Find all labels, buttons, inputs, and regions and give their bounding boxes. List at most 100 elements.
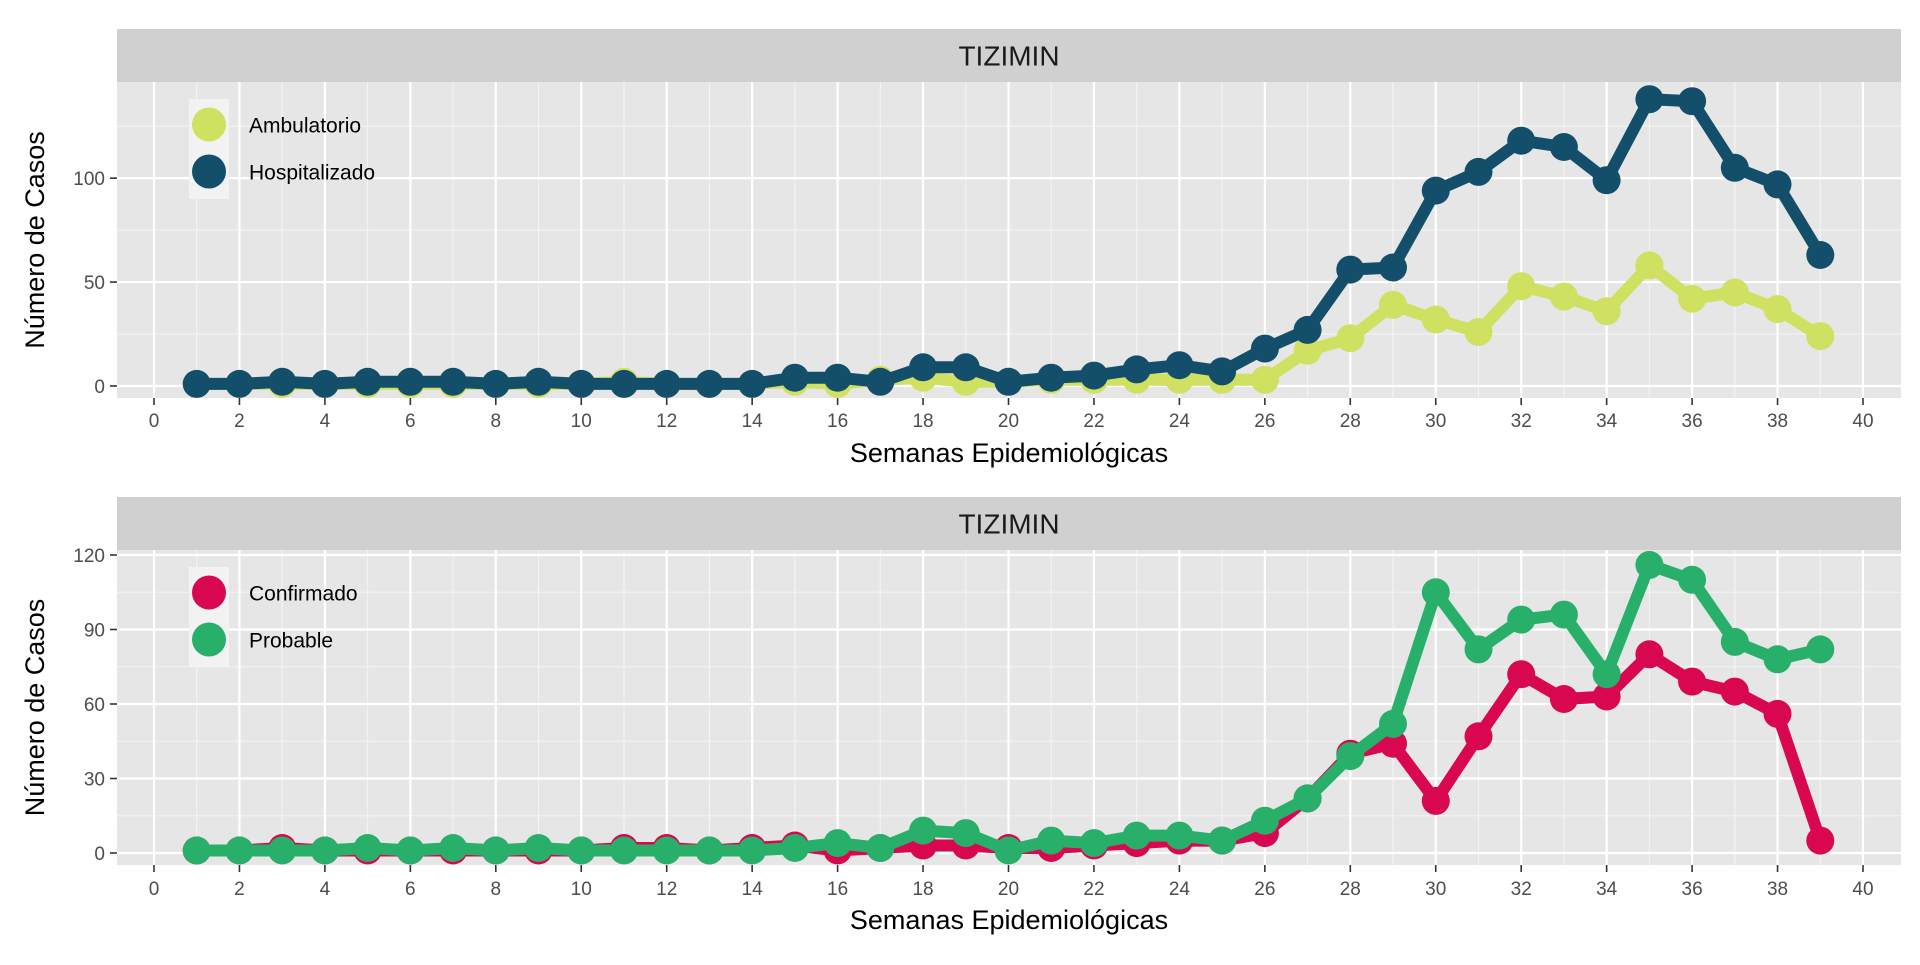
data-point [1507, 126, 1536, 155]
data-point [780, 834, 809, 862]
x-tick-label: 22 [1083, 879, 1104, 900]
legend-key-point [192, 575, 226, 610]
data-point [1678, 284, 1707, 313]
x-tick-label: 26 [1254, 879, 1275, 900]
x-tick-label: 12 [656, 879, 677, 900]
series-probable [182, 550, 1835, 865]
data-point [481, 369, 510, 398]
data-point [1678, 87, 1707, 116]
data-point [1549, 600, 1578, 629]
data-point [695, 836, 724, 865]
data-point [1293, 336, 1322, 365]
data-point [1464, 157, 1493, 186]
data-point [1507, 605, 1536, 634]
x-tick-label: 22 [1083, 411, 1104, 432]
x-tick-label: 8 [491, 411, 502, 432]
data-point [1592, 166, 1621, 195]
legend-label: Confirmado [249, 583, 358, 606]
y-tick-label: 120 [73, 546, 105, 567]
data-point [524, 367, 553, 396]
data-point [1678, 667, 1707, 696]
data-point [1549, 685, 1578, 713]
data-point [1165, 351, 1194, 380]
data-point [610, 836, 638, 865]
x-tick-label: 6 [405, 411, 416, 432]
x-axis-title: Semanas Epidemiológicas [850, 905, 1168, 935]
legend: Ambulatorio Hospitalizado [189, 99, 375, 199]
data-point [610, 369, 638, 398]
data-point [1763, 295, 1792, 324]
data-point [481, 836, 510, 865]
data-point [994, 836, 1023, 865]
data-point [1464, 722, 1493, 751]
data-point [1592, 297, 1621, 326]
y-tick-label: 60 [84, 695, 105, 716]
data-point [738, 836, 767, 865]
data-point [1208, 357, 1237, 386]
data-point [353, 367, 382, 396]
data-point [1293, 784, 1322, 813]
facet-title: TIZIMIN [958, 41, 1059, 72]
data-point [1592, 682, 1621, 711]
x-tick-label: 18 [912, 879, 933, 900]
data-point [1806, 826, 1835, 855]
data-point [823, 363, 852, 392]
data-point [652, 836, 681, 865]
data-point [909, 353, 938, 382]
data-point [1379, 709, 1407, 738]
x-tick-label: 34 [1596, 411, 1618, 432]
facet-strip [117, 497, 1901, 550]
data-point [1806, 322, 1835, 351]
x-tick-label: 24 [1169, 411, 1191, 432]
data-point [738, 369, 767, 398]
data-point [1250, 334, 1279, 363]
data-point [780, 363, 809, 392]
data-point [994, 367, 1023, 396]
data-point [310, 836, 339, 865]
y-tick-label: 100 [73, 169, 105, 190]
legend-label: Hospitalizado [249, 162, 375, 185]
x-axis-title: Semanas Epidemiológicas [850, 438, 1168, 468]
data-point [225, 836, 254, 865]
x-tick-label: 4 [320, 879, 331, 900]
y-tick-label: 0 [94, 377, 105, 398]
data-point [524, 834, 553, 862]
x-tick-label: 0 [149, 411, 160, 432]
x-tick-label: 6 [405, 879, 416, 900]
legend-key-point [192, 622, 226, 657]
legend-label: Ambulatorio [249, 115, 361, 138]
data-point [396, 836, 425, 865]
data-point [1165, 821, 1194, 850]
x-tick-label: 20 [998, 879, 1019, 900]
data-point [310, 369, 339, 398]
data-point [1421, 578, 1450, 607]
x-tick-label: 30 [1425, 411, 1446, 432]
x-tick-label: 28 [1340, 411, 1361, 432]
x-tick-label: 40 [1852, 879, 1873, 900]
x-tick-label: 16 [827, 411, 848, 432]
data-point [1336, 255, 1365, 284]
y-tick-label: 50 [84, 273, 105, 294]
facet-strip [117, 29, 1901, 82]
x-tick-label: 36 [1682, 879, 1703, 900]
data-point [1678, 565, 1707, 594]
data-point [1635, 251, 1664, 280]
y-tick-label: 90 [84, 621, 105, 642]
series-hospitalizado [182, 85, 1835, 398]
data-point [182, 836, 211, 865]
x-tick-label: 2 [234, 411, 245, 432]
data-point [1507, 660, 1536, 689]
data-point [1379, 290, 1407, 319]
x-tick-label: 10 [571, 411, 592, 432]
data-point [1421, 176, 1450, 205]
data-point [1592, 660, 1621, 689]
data-point [866, 834, 895, 862]
data-point [1806, 635, 1835, 664]
data-point [1763, 699, 1792, 728]
data-point [1806, 241, 1835, 269]
x-tick-label: 2 [234, 879, 245, 900]
data-point [1720, 677, 1749, 706]
